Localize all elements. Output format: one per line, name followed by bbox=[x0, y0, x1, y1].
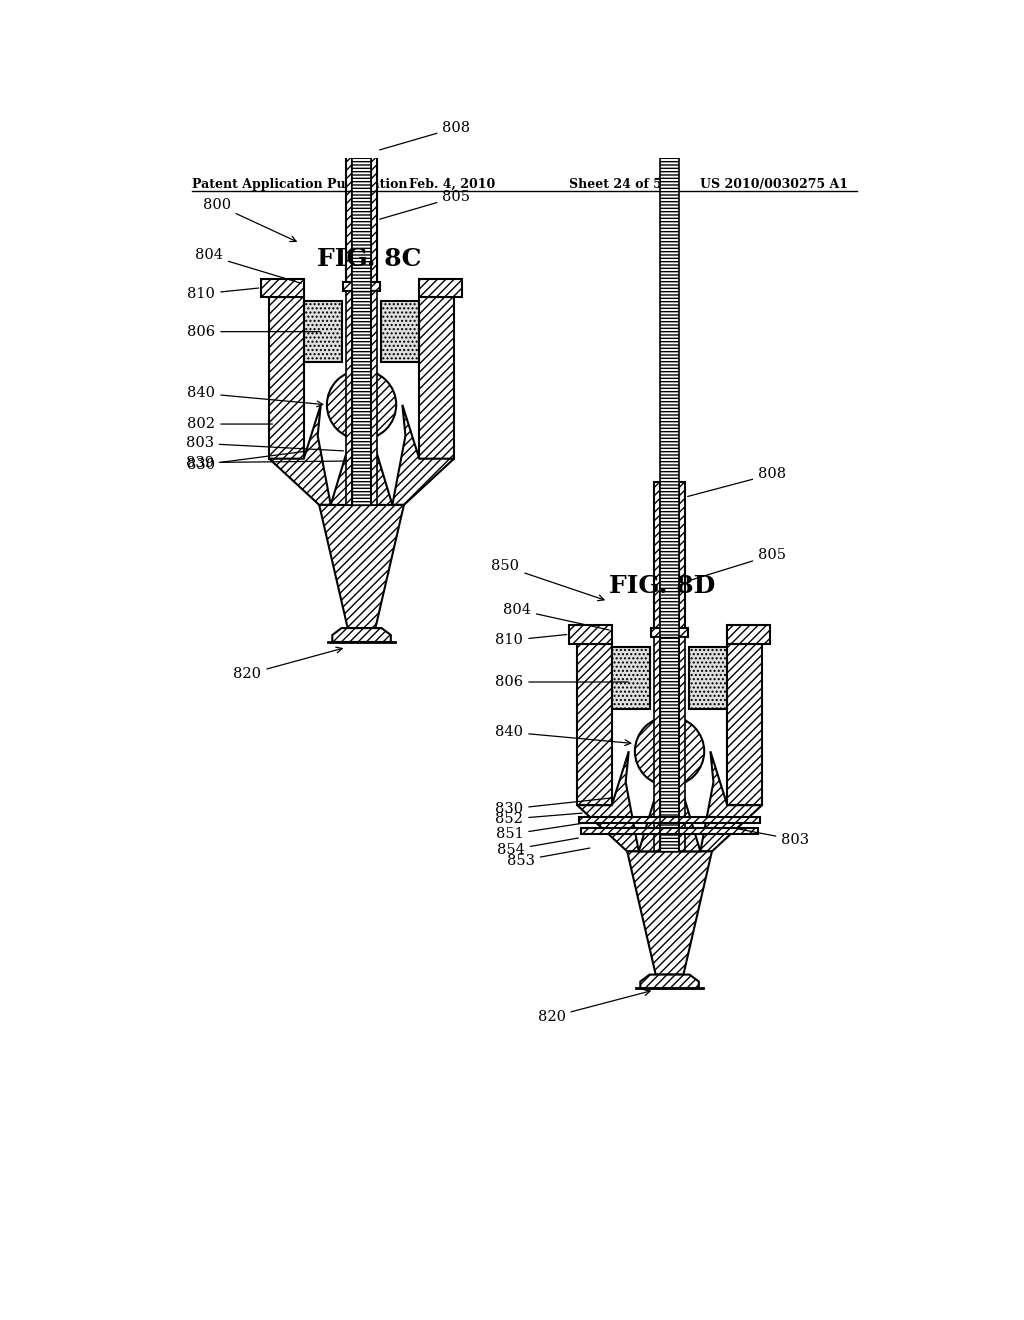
Bar bbox=[304, 301, 342, 363]
Text: 802: 802 bbox=[187, 417, 272, 432]
Polygon shape bbox=[269, 405, 331, 506]
Polygon shape bbox=[319, 506, 403, 628]
Polygon shape bbox=[569, 626, 611, 644]
Text: 840: 840 bbox=[187, 387, 323, 407]
Text: 830: 830 bbox=[187, 451, 305, 471]
Text: 830: 830 bbox=[496, 797, 613, 816]
Text: 808: 808 bbox=[688, 467, 786, 496]
Polygon shape bbox=[343, 281, 380, 290]
Polygon shape bbox=[578, 751, 639, 851]
Polygon shape bbox=[727, 644, 762, 805]
Text: 806: 806 bbox=[187, 325, 321, 339]
Polygon shape bbox=[346, 136, 352, 281]
Text: FIG. 8C: FIG. 8C bbox=[317, 247, 422, 271]
Polygon shape bbox=[727, 626, 770, 644]
Polygon shape bbox=[578, 644, 611, 805]
Polygon shape bbox=[679, 638, 685, 851]
Polygon shape bbox=[392, 405, 454, 506]
Bar bbox=[660, 482, 679, 628]
Text: 850: 850 bbox=[492, 560, 604, 601]
Text: 810: 810 bbox=[496, 634, 566, 647]
Polygon shape bbox=[640, 974, 698, 989]
Circle shape bbox=[635, 717, 705, 785]
Bar bbox=[689, 647, 727, 709]
Text: Feb. 4, 2010: Feb. 4, 2010 bbox=[410, 178, 496, 190]
Text: 820: 820 bbox=[538, 990, 650, 1024]
Text: FIG. 8D: FIG. 8D bbox=[608, 574, 715, 598]
Text: 800: 800 bbox=[203, 198, 296, 242]
Polygon shape bbox=[654, 482, 660, 628]
Bar bbox=[352, 290, 371, 506]
Polygon shape bbox=[581, 829, 758, 834]
Text: 810: 810 bbox=[187, 286, 259, 301]
Text: US 2010/0030275 A1: US 2010/0030275 A1 bbox=[700, 178, 848, 190]
Circle shape bbox=[327, 370, 396, 440]
Bar bbox=[611, 647, 650, 709]
Polygon shape bbox=[700, 751, 762, 851]
Text: 820: 820 bbox=[233, 647, 342, 681]
Polygon shape bbox=[419, 279, 462, 297]
Polygon shape bbox=[639, 788, 700, 851]
Bar bbox=[352, 0, 371, 370]
Text: Sheet 24 of 57: Sheet 24 of 57 bbox=[569, 178, 671, 190]
Text: 851: 851 bbox=[496, 824, 582, 841]
Polygon shape bbox=[261, 279, 304, 297]
Text: 805: 805 bbox=[688, 548, 786, 581]
Polygon shape bbox=[654, 638, 660, 851]
Polygon shape bbox=[579, 817, 761, 822]
Text: 806: 806 bbox=[496, 675, 629, 689]
Bar bbox=[660, 116, 679, 717]
Polygon shape bbox=[269, 297, 304, 459]
Text: 803: 803 bbox=[737, 829, 809, 847]
Polygon shape bbox=[628, 851, 712, 974]
Text: 854: 854 bbox=[497, 838, 579, 857]
Polygon shape bbox=[333, 628, 391, 642]
Bar bbox=[381, 301, 419, 363]
Bar bbox=[660, 638, 679, 851]
Polygon shape bbox=[371, 136, 377, 281]
Bar bbox=[352, 136, 371, 281]
Polygon shape bbox=[419, 297, 454, 459]
Text: Patent Application Publication: Patent Application Publication bbox=[193, 178, 408, 190]
Text: 803: 803 bbox=[185, 437, 343, 451]
Text: 804: 804 bbox=[503, 603, 609, 630]
Polygon shape bbox=[679, 482, 685, 628]
Text: 805: 805 bbox=[380, 190, 470, 219]
Polygon shape bbox=[349, 290, 374, 297]
Polygon shape bbox=[331, 441, 392, 506]
Polygon shape bbox=[371, 290, 377, 506]
Polygon shape bbox=[651, 628, 688, 638]
Text: 804: 804 bbox=[195, 248, 301, 284]
Text: 852: 852 bbox=[496, 812, 582, 826]
Text: 839: 839 bbox=[185, 455, 347, 470]
Text: 840: 840 bbox=[496, 725, 631, 746]
Text: 808: 808 bbox=[380, 120, 471, 150]
Polygon shape bbox=[346, 290, 352, 506]
Text: 853: 853 bbox=[507, 847, 590, 867]
Polygon shape bbox=[657, 638, 682, 644]
